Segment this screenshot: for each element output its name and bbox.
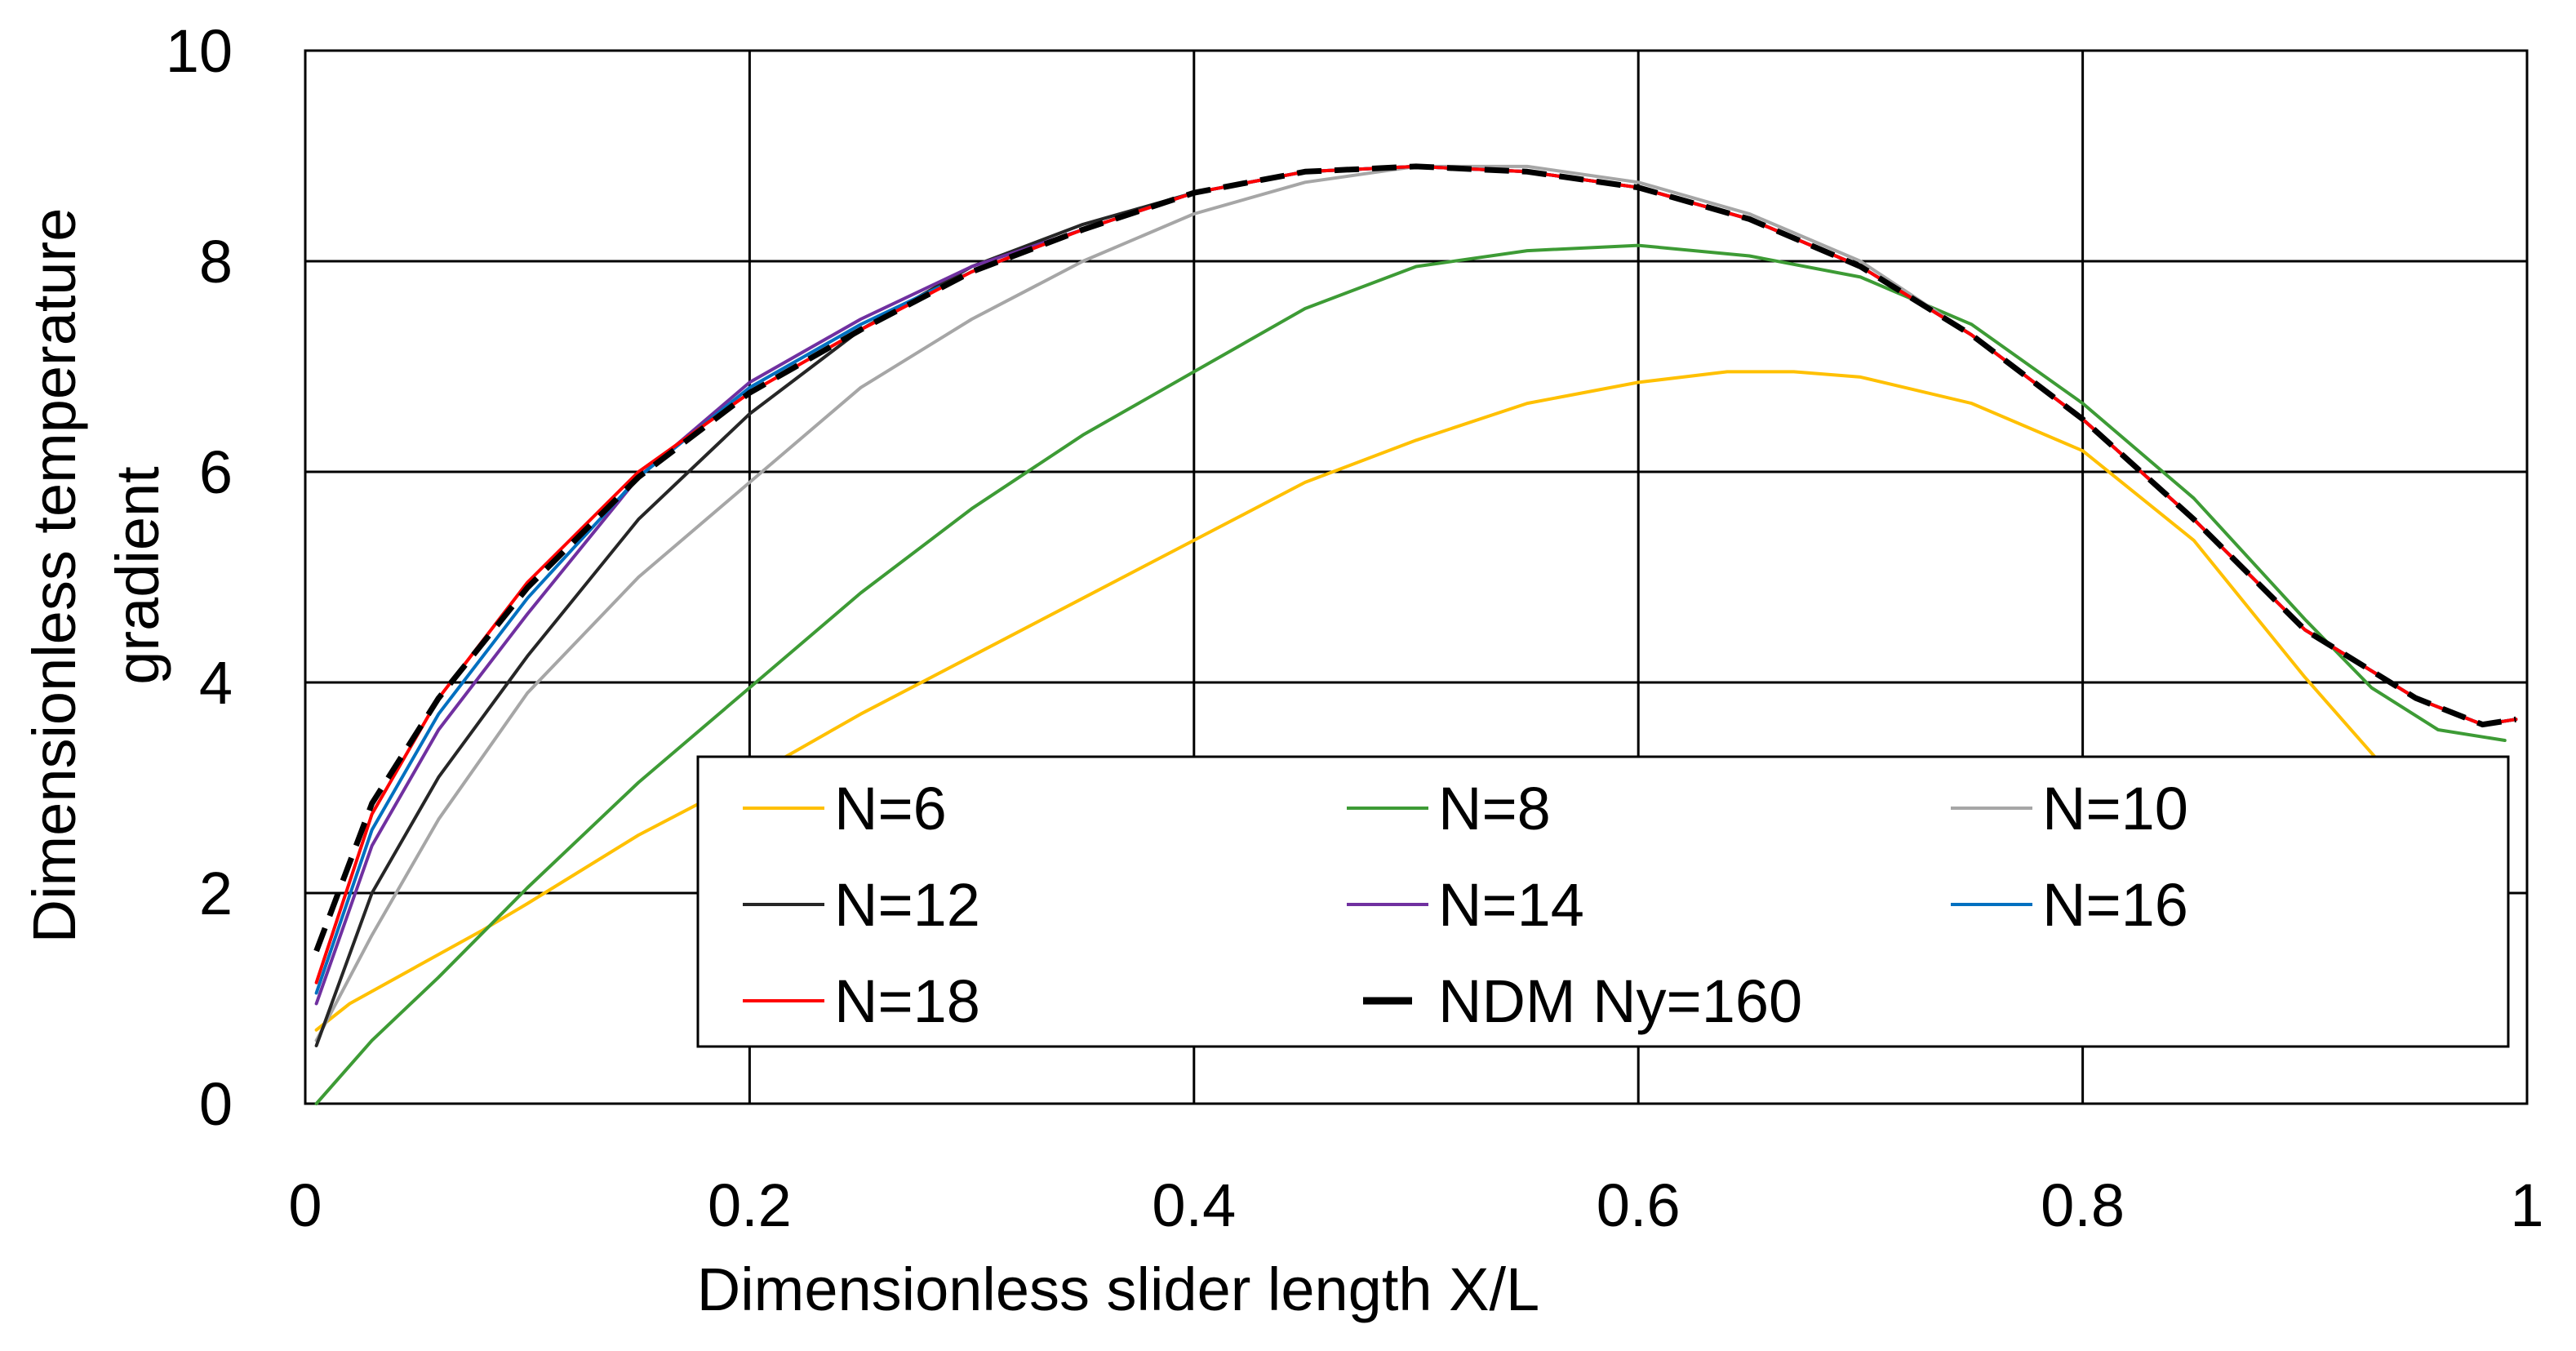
x-tick-label: 1	[2510, 1171, 2543, 1239]
y-tick-label: 6	[199, 438, 233, 506]
series-line-n-8	[314, 243, 2507, 1105]
x-tick-label: 0.2	[708, 1171, 792, 1239]
y-tick-label: 10	[166, 17, 233, 85]
legend-label: NDM Ny=160	[1438, 967, 1802, 1035]
y-tick-label: 0	[199, 1070, 233, 1138]
legend-label: N=14	[1438, 871, 1584, 939]
legend-box	[696, 755, 2510, 1048]
y-tick-label: 8	[199, 228, 233, 296]
legend-label: N=12	[834, 871, 980, 939]
x-tick-label: 0	[288, 1171, 322, 1239]
legend-label: N=8	[1438, 775, 1551, 842]
plot-frame	[304, 49, 2529, 1105]
y-axis-label-line-2: gradient	[104, 466, 171, 685]
x-tick-label: 0.6	[1597, 1171, 1681, 1239]
series-line-n-6	[314, 370, 2507, 1032]
legend-label: N=6	[834, 775, 947, 842]
series-layer	[313, 163, 2518, 1105]
legend-label: N=18	[834, 967, 980, 1035]
series-line-ndm-ny-160	[313, 163, 2516, 953]
y-tick-label: 4	[199, 649, 233, 717]
legend-label: N=10	[2042, 775, 2188, 842]
x-tick-label: 0.4	[1152, 1171, 1236, 1239]
x-axis-label: Dimensionless slider length X/L	[697, 1255, 1539, 1323]
x-tick-label: 0.8	[2041, 1171, 2125, 1239]
y-tick-label: 2	[199, 860, 233, 927]
legend: N=6 N=8 N=10 N=12 N=14 N=16 N=18 NDM Ny=160	[696, 755, 2510, 1048]
y-axis-label-line-1: Dimensionless temperature	[20, 208, 88, 944]
legend-label: N=16	[2042, 871, 2188, 939]
